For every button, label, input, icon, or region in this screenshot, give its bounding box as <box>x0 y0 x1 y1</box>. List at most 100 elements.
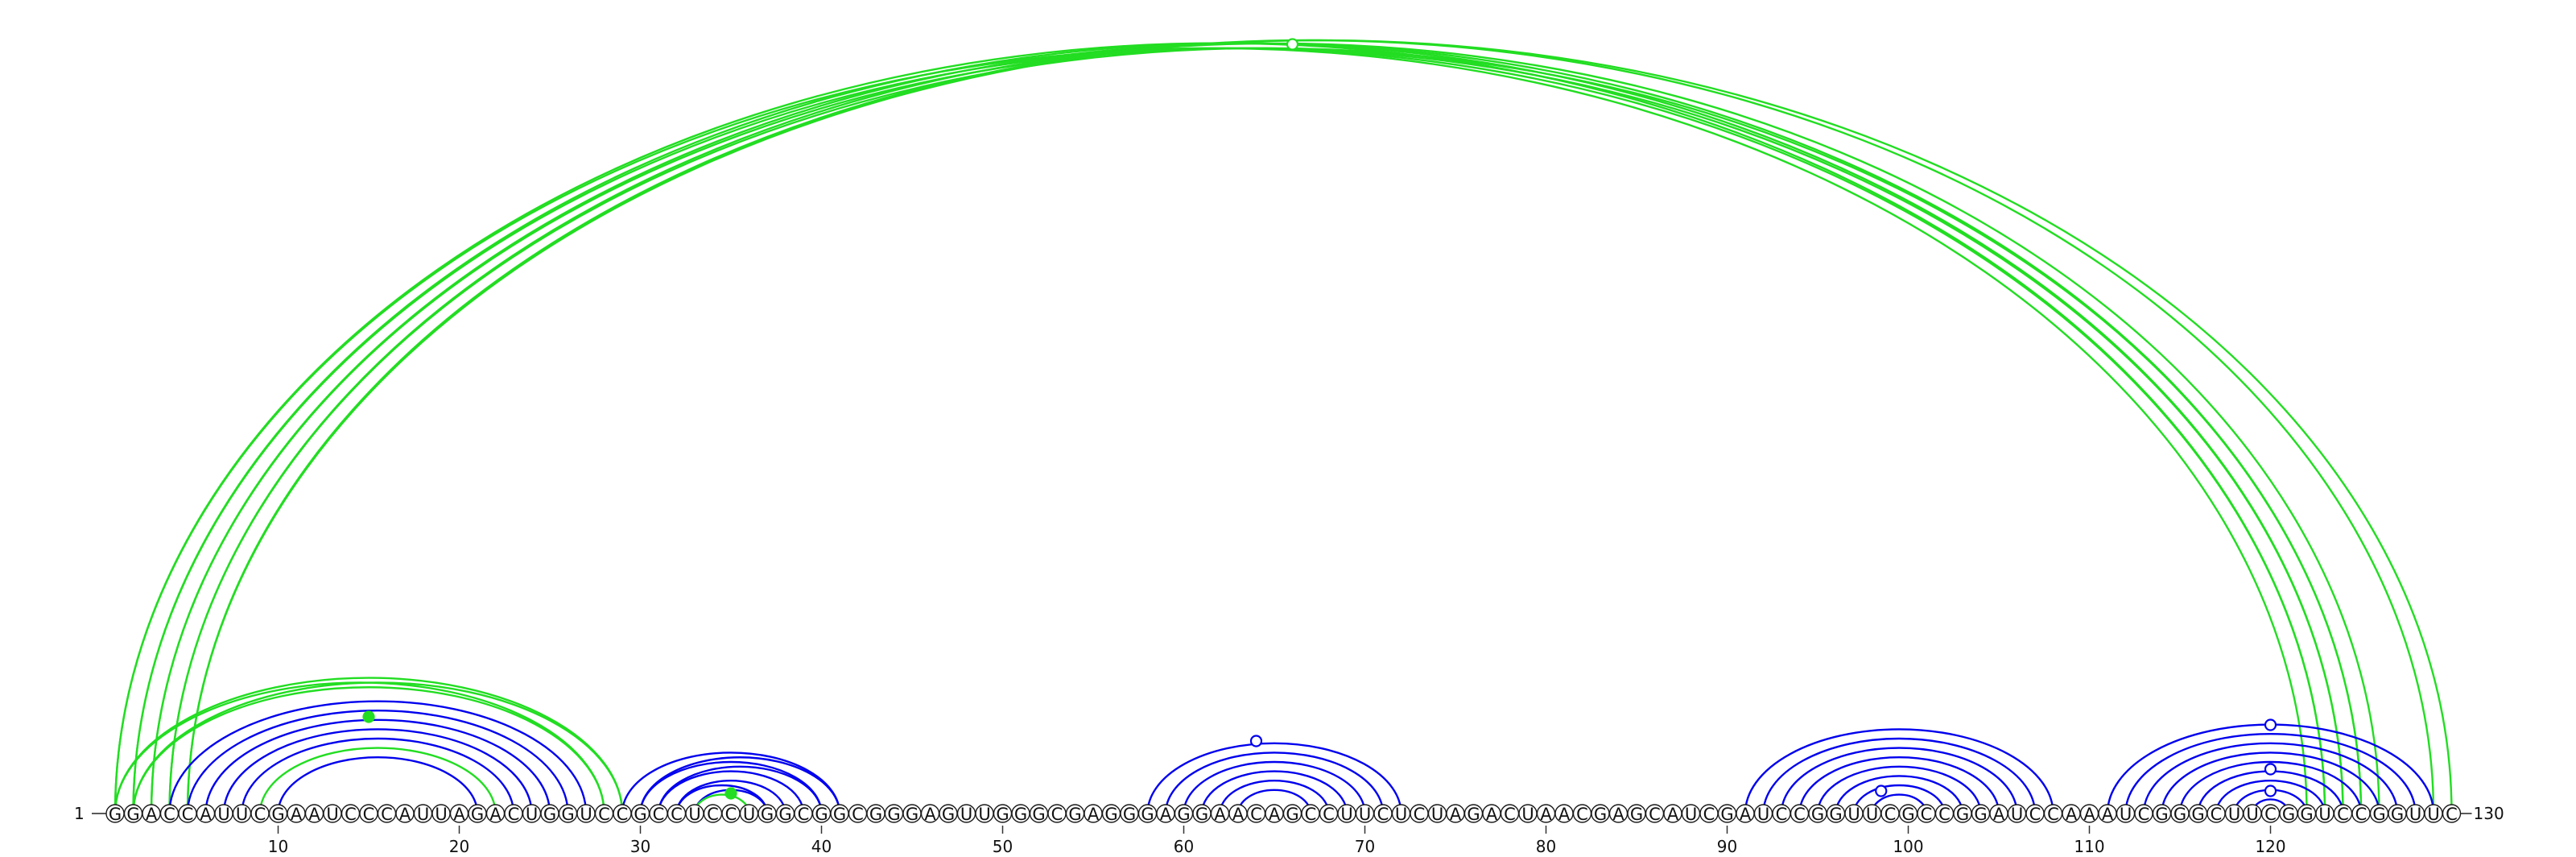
base-pair-arc <box>1852 784 1946 814</box>
nucleotide: C <box>1790 804 1810 824</box>
axis-tick-label: 80 <box>1536 837 1556 856</box>
nucleotide-letter: U <box>2011 805 2023 824</box>
nucleotide: A <box>1989 804 2008 824</box>
base-pair-arc <box>132 686 605 814</box>
base-pair-arc <box>1780 747 2018 814</box>
base-pair-arc <box>1762 737 2037 814</box>
nucleotide-letter: U <box>435 805 447 824</box>
nucleotide-letter: A <box>200 805 212 824</box>
nucleotide-letter: A <box>1214 805 1226 824</box>
arc-marker <box>724 787 737 800</box>
base-pair-arc <box>222 728 533 814</box>
nucleotide-letter: U <box>1521 805 1534 824</box>
nucleotide: A <box>1554 804 1574 824</box>
nucleotide: G <box>1627 804 1646 824</box>
nucleotide-letter: G <box>2391 805 2404 824</box>
nucleotide-letter: C <box>182 805 194 824</box>
nucleotide: G <box>1174 804 1194 824</box>
axis-tick-label: 10 <box>268 837 288 856</box>
nucleotide: U <box>2224 804 2244 824</box>
arc-marker <box>2264 718 2277 731</box>
nucleotide-letter: U <box>326 805 338 824</box>
nucleotide-letter: G <box>543 805 556 824</box>
nucleotide: U <box>214 804 233 824</box>
nucleotide: C <box>2442 804 2462 824</box>
nucleotide-letter: C <box>1776 805 1788 824</box>
nucleotide: U <box>739 804 759 824</box>
nucleotide-letter: U <box>217 805 229 824</box>
nucleotide: C <box>1645 804 1665 824</box>
nucleotide-letter: G <box>1956 805 1969 824</box>
nucleotide-letter: A <box>924 805 936 824</box>
nucleotide-letter: C <box>2138 805 2150 824</box>
nucleotide-letter: C <box>508 805 520 824</box>
nucleotide-letter: G <box>1177 805 1190 824</box>
nucleotide: A <box>1736 804 1755 824</box>
nucleotide: U <box>2116 804 2136 824</box>
nucleotide-letter: U <box>1847 805 1860 824</box>
nucleotide: G <box>2152 804 2172 824</box>
base-pair-arc <box>168 700 588 814</box>
nucleotide-letter: A <box>1612 805 1624 824</box>
axis-tick-label: 60 <box>1174 837 1194 856</box>
nucleotide: G <box>1011 804 1030 824</box>
nucleotide: C <box>649 804 668 824</box>
nucleotide-letter: C <box>2211 805 2223 824</box>
nucleotide: G <box>468 804 487 824</box>
nucleotide: C <box>1572 804 1592 824</box>
nucleotide-letter: G <box>634 805 646 824</box>
nucleotide: C <box>341 804 361 824</box>
nucleotide: U <box>1681 804 1701 824</box>
base-pair-arc <box>2142 742 2399 814</box>
nucleotide-letter: U <box>1359 805 1371 824</box>
nucleotide-letter: G <box>833 805 846 824</box>
nucleotide: C <box>594 804 614 824</box>
arc-marker <box>1249 735 1263 747</box>
base-pair-arc <box>114 42 2326 814</box>
nucleotide: A <box>395 804 415 824</box>
nucleotide-letter: G <box>1720 805 1733 824</box>
nucleotide-letter: C <box>163 805 175 824</box>
nucleotide: U <box>1518 804 1538 824</box>
axis-tick-label: 90 <box>1717 837 1737 856</box>
nucleotide-letter: C <box>2355 805 2368 824</box>
axis-tick-label: 20 <box>449 837 469 856</box>
nucleotide-letter: C <box>1576 805 1588 824</box>
nucleotide: G <box>1137 804 1158 824</box>
nucleotide: C <box>1500 804 1520 824</box>
nucleotide-letter: C <box>2264 805 2277 824</box>
nucleotide-letter: C <box>381 805 393 824</box>
nucleotide: A <box>2079 804 2099 824</box>
nucleotide: C <box>1373 804 1393 824</box>
nucleotide: C <box>1319 804 1339 824</box>
nucleotide-letter: C <box>1377 805 1389 824</box>
nucleotide-letter: A <box>1740 805 1752 824</box>
nucleotide-letter: A <box>1993 805 2005 824</box>
nucleotide: C <box>667 804 687 824</box>
nucleotide: G <box>1953 804 1972 824</box>
base-pair-arc <box>1146 742 1402 814</box>
position-axis: 10 20 30 40 50 60 70 80 90 100 110 120 <box>268 826 2286 856</box>
nucleotide-letter: C <box>2446 805 2458 824</box>
nucleotide: C <box>504 804 523 824</box>
nucleotide: U <box>1862 804 1882 824</box>
nucleotide: A <box>287 804 306 824</box>
nucleotide: U <box>1337 804 1356 824</box>
nucleotide-letter: G <box>1123 805 1136 824</box>
nucleotide-letter: C <box>598 805 610 824</box>
nucleotide: C <box>178 804 197 824</box>
base-pair-arc <box>2178 760 2363 814</box>
axis-tick-label: 120 <box>2255 837 2285 856</box>
nucleotide: C <box>848 804 868 824</box>
nucleotide: C <box>377 804 397 824</box>
nucleotide-letter: C <box>1504 805 1516 824</box>
nucleotide: U <box>2007 804 2027 824</box>
nucleotide-letter: G <box>1032 805 1045 824</box>
arc-marker <box>2264 763 2277 776</box>
nucleotide: C <box>1301 804 1320 824</box>
nucleotide: G <box>1120 804 1139 824</box>
nucleotide-letter: G <box>2174 805 2186 824</box>
nucleotide-letter: U <box>960 805 972 824</box>
nucleotide-letter: C <box>2029 805 2041 824</box>
